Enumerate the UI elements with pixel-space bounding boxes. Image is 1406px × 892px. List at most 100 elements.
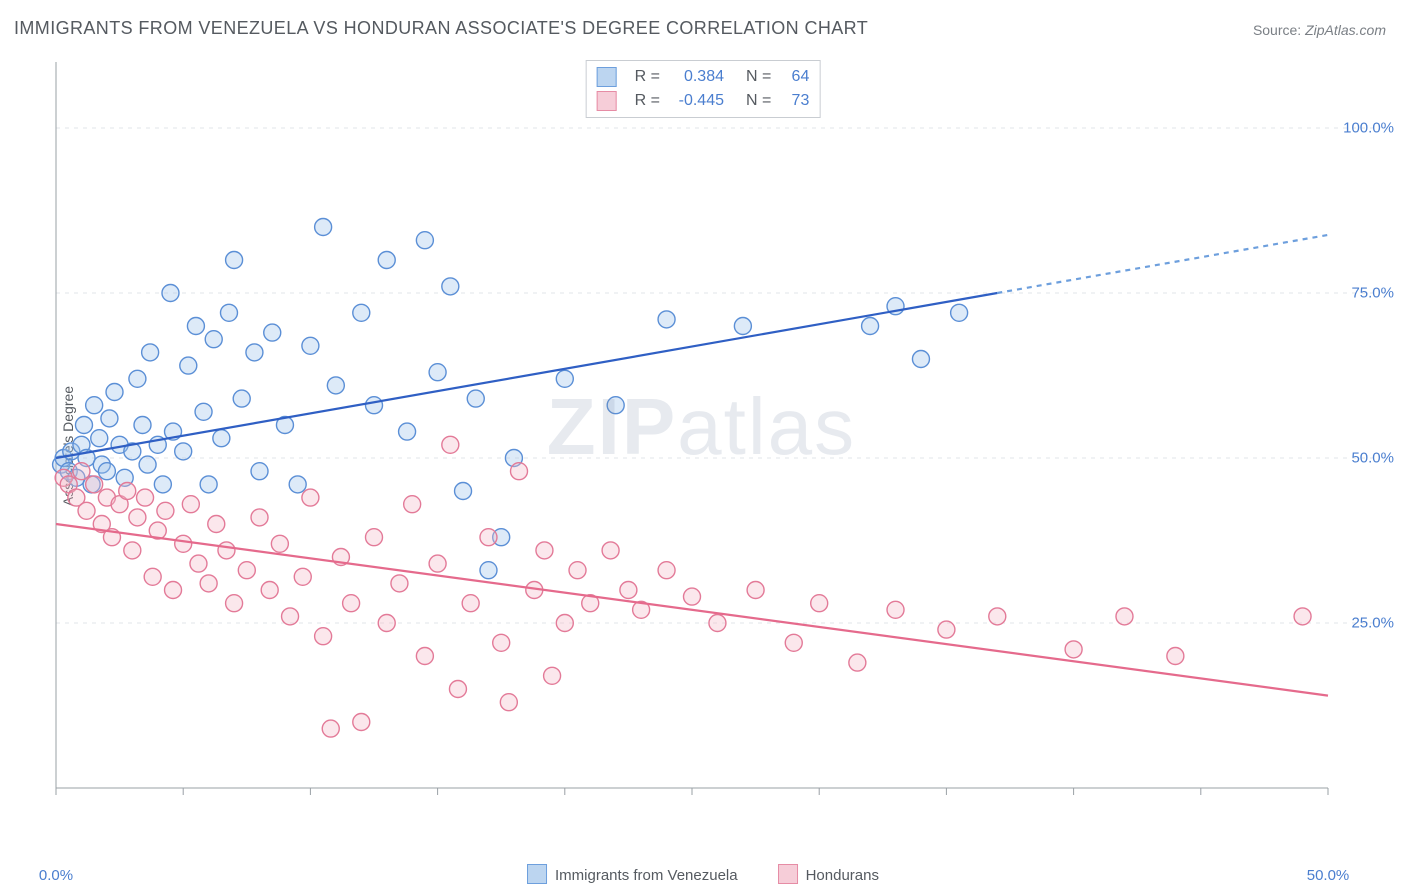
x-tick-label: 0.0% (39, 867, 73, 884)
legend-row-venezuela: R =0.384N =64 (597, 65, 810, 89)
data-point-venezuela (302, 337, 319, 354)
y-tick-label: 25.0% (1351, 615, 1394, 632)
data-point-venezuela (467, 390, 484, 407)
legend-swatch-hondurans (597, 91, 617, 111)
data-point-venezuela (862, 318, 879, 335)
data-point-hondurans (556, 615, 573, 632)
data-point-venezuela (429, 364, 446, 381)
data-point-hondurans (226, 595, 243, 612)
data-point-venezuela (180, 357, 197, 374)
data-point-venezuela (480, 562, 497, 579)
series-legend-label: Immigrants from Venezuela (555, 867, 738, 884)
data-point-venezuela (233, 390, 250, 407)
data-point-hondurans (1294, 608, 1311, 625)
data-point-hondurans (429, 555, 446, 572)
data-point-hondurans (684, 588, 701, 605)
data-point-hondurans (449, 681, 466, 698)
data-point-venezuela (912, 351, 929, 368)
data-point-venezuela (442, 278, 459, 295)
data-point-hondurans (282, 608, 299, 625)
data-point-hondurans (1167, 648, 1184, 665)
data-point-hondurans (73, 463, 90, 480)
data-point-hondurans (238, 562, 255, 579)
data-point-venezuela (213, 430, 230, 447)
data-point-venezuela (86, 397, 103, 414)
data-point-venezuela (455, 483, 472, 500)
series-legend: Immigrants from Venezuela Hondurans (527, 864, 879, 884)
data-point-hondurans (462, 595, 479, 612)
data-point-hondurans (157, 502, 174, 519)
data-point-venezuela (220, 304, 237, 321)
data-point-hondurans (404, 496, 421, 513)
data-point-venezuela (416, 232, 433, 249)
data-point-hondurans (1065, 641, 1082, 658)
chart-container: IMMIGRANTS FROM VENEZUELA VS HONDURAN AS… (0, 0, 1406, 892)
data-point-hondurans (78, 502, 95, 519)
data-point-hondurans (208, 516, 225, 533)
data-point-venezuela (154, 476, 171, 493)
chart-title: IMMIGRANTS FROM VENEZUELA VS HONDURAN AS… (14, 18, 868, 39)
data-point-hondurans (416, 648, 433, 665)
series-legend-item-hondurans: Hondurans (778, 864, 879, 884)
series-legend-item-venezuela: Immigrants from Venezuela (527, 864, 738, 884)
legend-n-label: N = (746, 65, 771, 89)
data-point-venezuela (556, 370, 573, 387)
data-point-hondurans (849, 654, 866, 671)
legend-n-label: N = (746, 89, 771, 113)
data-point-hondurans (785, 634, 802, 651)
legend-n-value: 73 (781, 89, 809, 113)
trendline-ext-venezuela (997, 235, 1328, 293)
data-point-hondurans (511, 463, 528, 480)
data-point-hondurans (366, 529, 383, 546)
data-point-venezuela (246, 344, 263, 361)
y-tick-label: 75.0% (1351, 285, 1394, 302)
data-point-hondurans (137, 489, 154, 506)
data-point-hondurans (271, 535, 288, 552)
data-point-hondurans (175, 535, 192, 552)
series-legend-label: Hondurans (806, 867, 879, 884)
legend-r-label: R = (635, 65, 660, 89)
x-tick-label: 50.0% (1307, 867, 1350, 884)
legend-swatch-venezuela (597, 67, 617, 87)
data-point-hondurans (887, 601, 904, 618)
data-point-hondurans (658, 562, 675, 579)
data-point-hondurans (989, 608, 1006, 625)
data-point-venezuela (399, 423, 416, 440)
data-point-venezuela (327, 377, 344, 394)
data-point-hondurans (544, 667, 561, 684)
data-point-hondurans (353, 714, 370, 731)
data-point-hondurans (343, 595, 360, 612)
data-point-hondurans (124, 542, 141, 559)
y-tick-label: 100.0% (1343, 120, 1394, 137)
data-point-venezuela (315, 219, 332, 236)
data-point-hondurans (190, 555, 207, 572)
data-point-hondurans (302, 489, 319, 506)
data-point-hondurans (569, 562, 586, 579)
scatter-plot (48, 58, 1388, 818)
data-point-hondurans (938, 621, 955, 638)
data-point-venezuela (187, 318, 204, 335)
data-point-hondurans (747, 582, 764, 599)
data-point-hondurans (709, 615, 726, 632)
data-point-venezuela (951, 304, 968, 321)
data-point-venezuela (162, 285, 179, 302)
data-point-venezuela (734, 318, 751, 335)
data-point-hondurans (251, 509, 268, 526)
data-point-venezuela (75, 417, 92, 434)
data-point-hondurans (378, 615, 395, 632)
data-point-hondurans (165, 582, 182, 599)
data-point-hondurans (322, 720, 339, 737)
legend-r-value: -0.445 (670, 89, 724, 113)
data-point-venezuela (353, 304, 370, 321)
data-point-hondurans (500, 694, 517, 711)
data-point-hondurans (129, 509, 146, 526)
data-point-venezuela (175, 443, 192, 460)
data-point-venezuela (264, 324, 281, 341)
data-point-venezuela (226, 252, 243, 269)
data-point-hondurans (86, 476, 103, 493)
data-point-hondurans (144, 568, 161, 585)
source-attribution: Source: ZipAtlas.com (1253, 22, 1386, 38)
data-point-hondurans (261, 582, 278, 599)
data-point-venezuela (98, 463, 115, 480)
data-point-hondurans (218, 542, 235, 559)
